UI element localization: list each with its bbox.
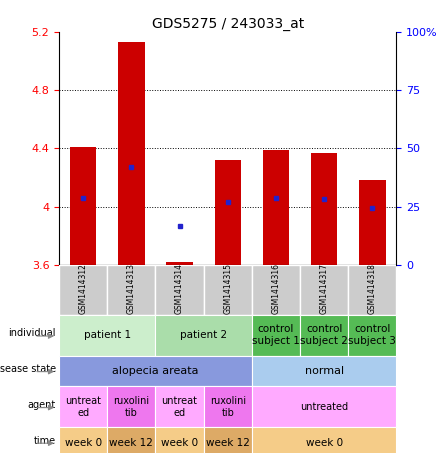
Text: GSM1414312: GSM1414312: [79, 264, 88, 314]
Bar: [263, 150, 289, 265]
Bar: [107, 265, 155, 315]
Bar: [59, 265, 107, 315]
Text: GSM1414315: GSM1414315: [223, 264, 232, 314]
Text: week 0: week 0: [306, 438, 343, 448]
Bar: [118, 42, 145, 265]
Text: week 12: week 12: [110, 438, 153, 448]
Text: patient 1: patient 1: [84, 330, 131, 340]
Text: GSM1414314: GSM1414314: [175, 264, 184, 314]
Title: GDS5275 / 243033_at: GDS5275 / 243033_at: [152, 17, 304, 31]
Text: GSM1414318: GSM1414318: [368, 264, 377, 314]
Text: normal: normal: [304, 366, 344, 376]
Text: untreat
ed: untreat ed: [162, 396, 198, 418]
Text: week 0: week 0: [65, 438, 102, 448]
Text: individual: individual: [8, 328, 56, 338]
Bar: [252, 265, 300, 315]
Bar: [311, 153, 337, 265]
Bar: [359, 180, 385, 265]
Text: week 12: week 12: [206, 438, 250, 448]
Text: alopecia areata: alopecia areata: [112, 366, 199, 376]
Text: control
subject 2: control subject 2: [300, 324, 348, 346]
Bar: [70, 147, 96, 265]
Text: GSM1414313: GSM1414313: [127, 264, 136, 314]
Bar: [166, 262, 193, 265]
Text: patient 2: patient 2: [180, 330, 227, 340]
Text: control
subject 1: control subject 1: [252, 324, 300, 346]
Text: GSM1414316: GSM1414316: [272, 264, 280, 314]
Text: GSM1414317: GSM1414317: [320, 264, 328, 314]
Bar: [300, 265, 348, 315]
Text: control
subject 3: control subject 3: [348, 324, 396, 346]
Text: time: time: [34, 436, 56, 446]
Text: ruxolini
tib: ruxolini tib: [210, 396, 246, 418]
Text: untreat
ed: untreat ed: [65, 396, 101, 418]
Bar: [348, 265, 396, 315]
Text: untreated: untreated: [300, 402, 348, 412]
Bar: [155, 265, 204, 315]
Text: disease state: disease state: [0, 365, 56, 375]
Text: ruxolini
tib: ruxolini tib: [113, 396, 149, 418]
Text: agent: agent: [28, 400, 56, 410]
Bar: [215, 160, 241, 265]
Bar: [204, 265, 252, 315]
Text: week 0: week 0: [161, 438, 198, 448]
